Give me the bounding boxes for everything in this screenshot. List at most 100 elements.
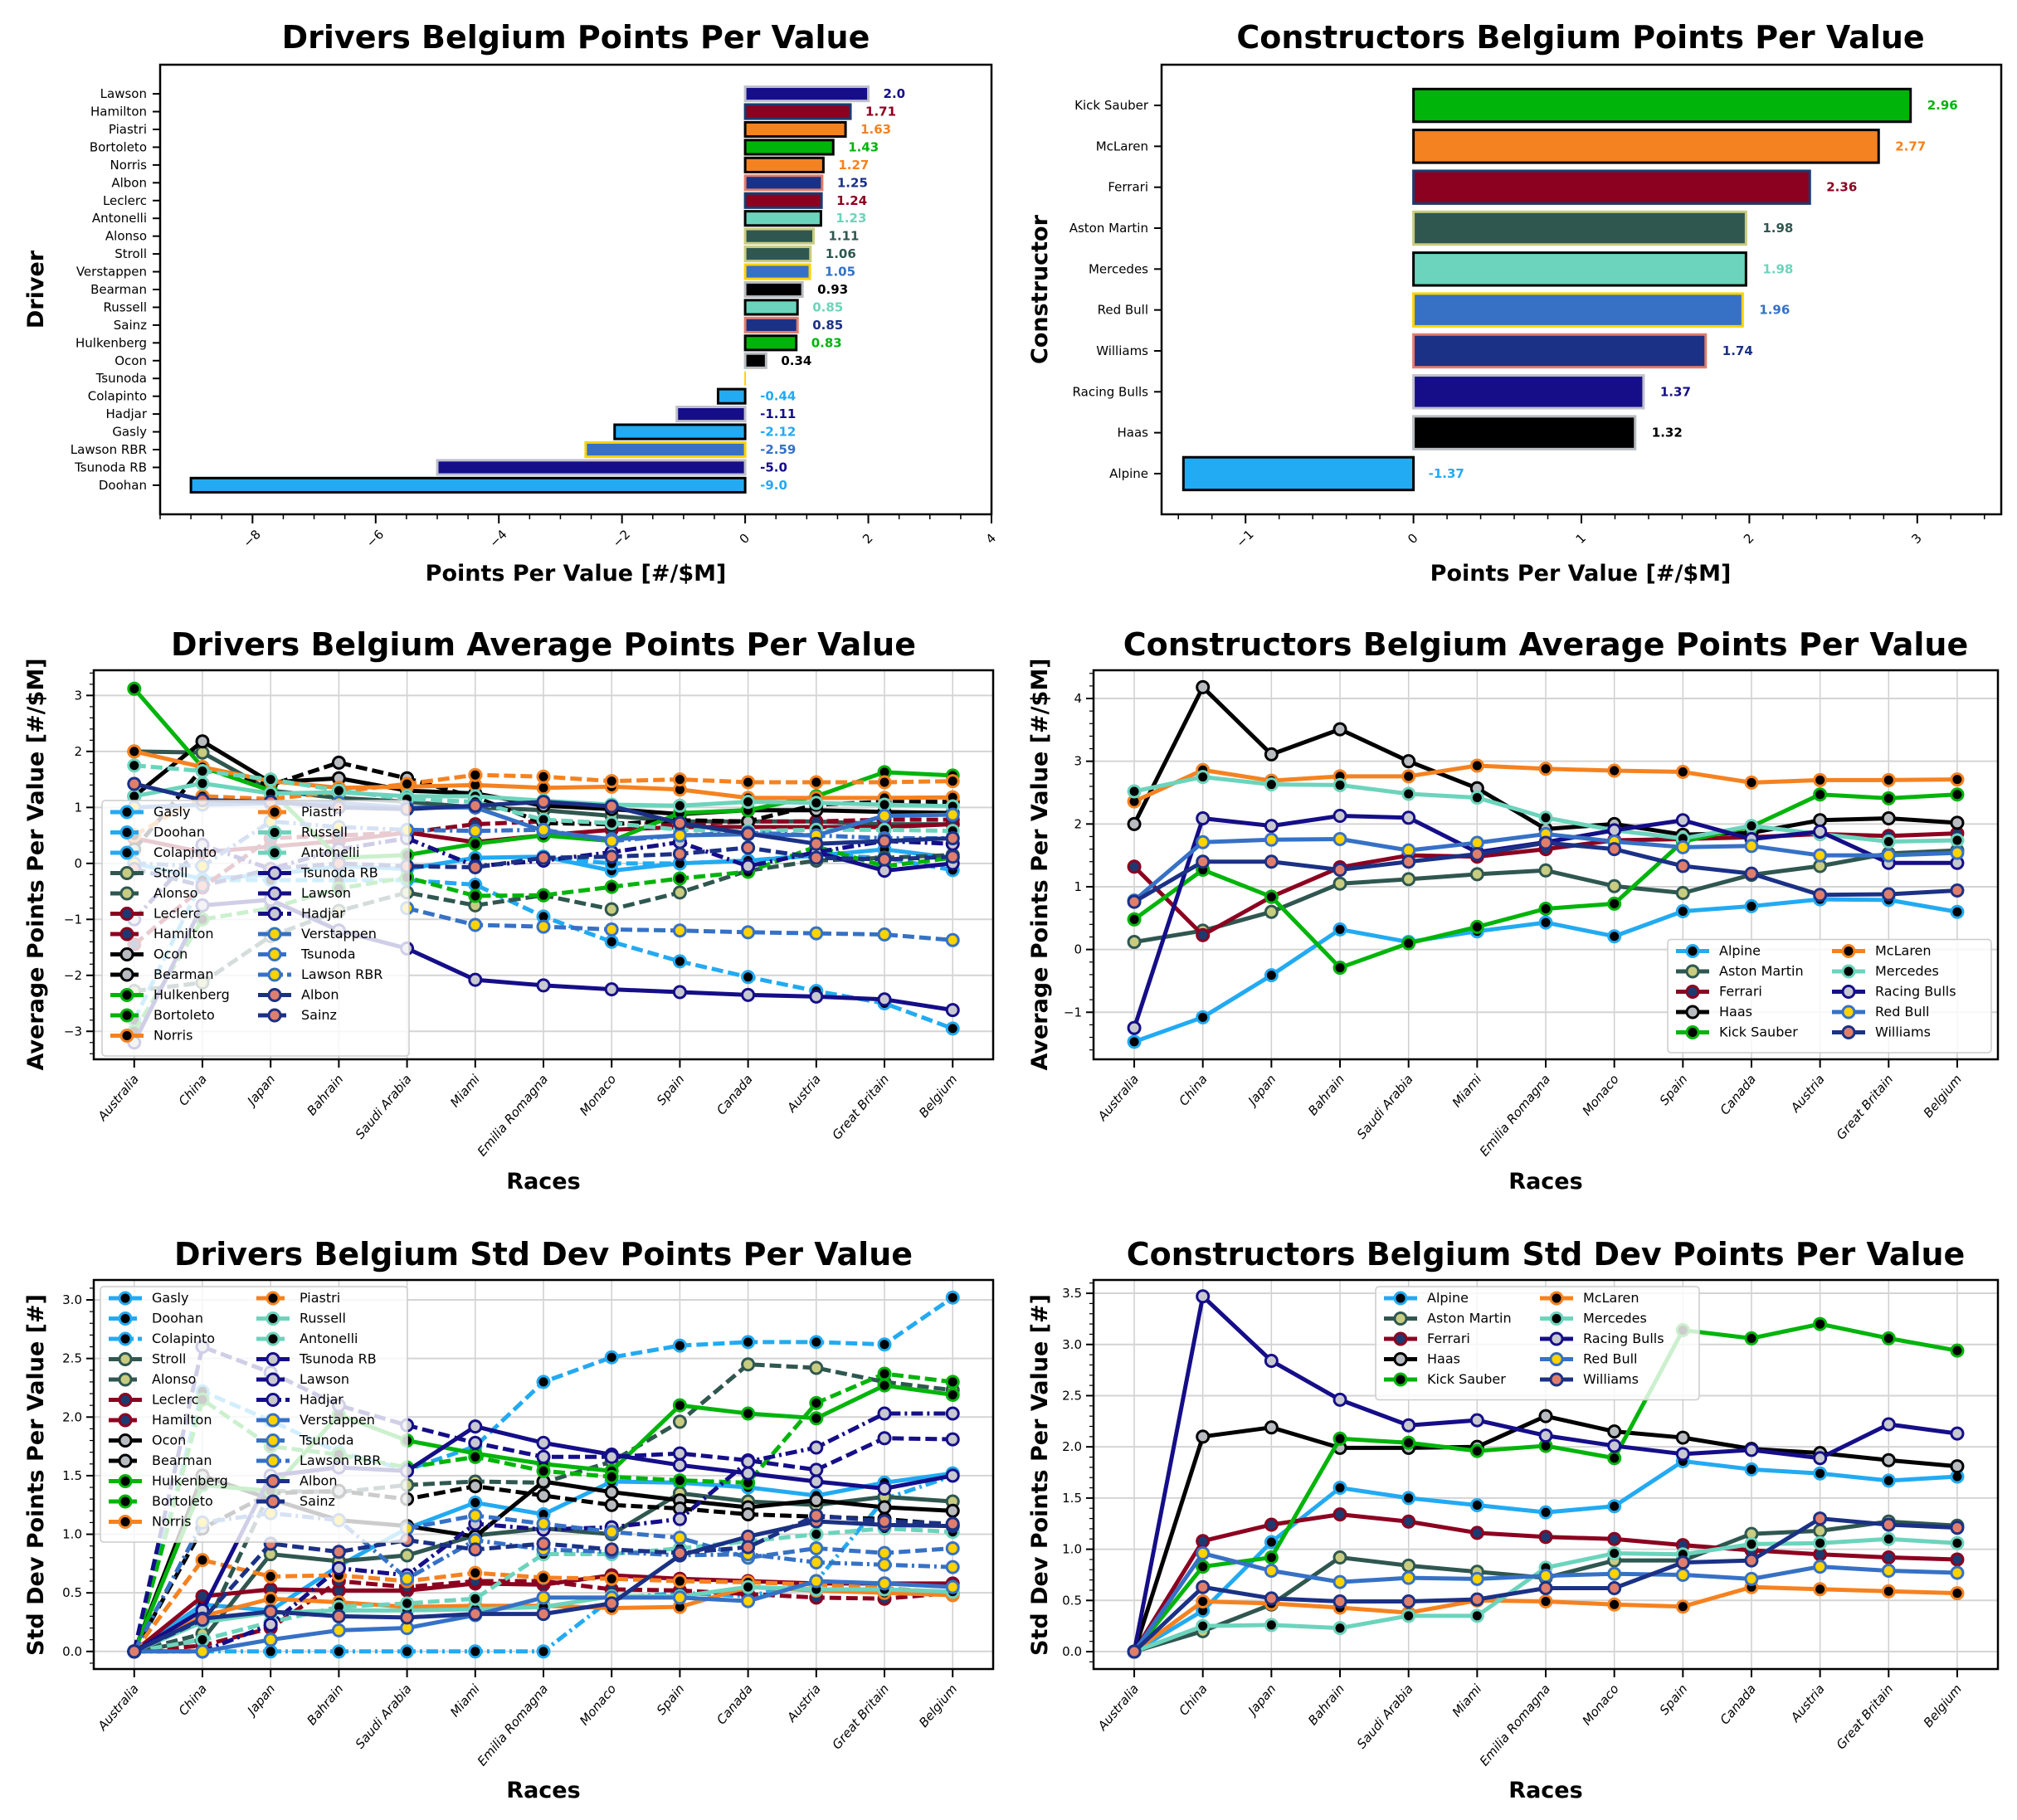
data-point: [1401, 769, 1416, 784]
data-point: [1127, 1034, 1142, 1049]
data-point: [331, 1561, 346, 1576]
legend-marker: [1685, 964, 1700, 979]
data-point: [1332, 1621, 1347, 1636]
y-tick-label: Tsunoda RB: [74, 460, 147, 474]
legend-marker: [118, 1291, 133, 1306]
data-point: [672, 1446, 687, 1461]
data-point: [1675, 1447, 1690, 1462]
y-tick-label: −3: [64, 1024, 82, 1039]
legend-item: Alpine: [1676, 943, 1761, 959]
data-point: [945, 1516, 960, 1531]
data-point: [1607, 842, 1622, 857]
data-point: [945, 1540, 960, 1555]
data-point: [1607, 1566, 1622, 1581]
data-point: [263, 1591, 278, 1606]
data-point: [536, 1536, 551, 1551]
data-point: [741, 987, 756, 1002]
chart-title: Constructors Belgium Points Per Value: [1236, 19, 1924, 56]
data-point: [1264, 1591, 1279, 1606]
bar: [1412, 169, 1811, 205]
legend-item: Ferrari: [1384, 1331, 1470, 1346]
legend-marker: [118, 1352, 133, 1366]
data-point: [672, 846, 687, 861]
data-point: [468, 824, 483, 839]
legend-item: Racing Bulls: [1832, 984, 1956, 1000]
legend-marker: [118, 1453, 133, 1468]
legend-marker: [118, 1393, 133, 1407]
legend-item: Piastri: [258, 804, 342, 820]
legend-item: Williams: [1832, 1024, 1931, 1040]
data-point: [1401, 1608, 1416, 1623]
data-point: [1469, 758, 1484, 773]
data-point: [1813, 1316, 1828, 1331]
data-point: [809, 836, 824, 851]
data-point: [1538, 810, 1553, 825]
data-point: [1881, 887, 1896, 902]
data-label: 1.96: [1759, 303, 1790, 318]
x-axis-label: Points Per Value [#/$M]: [426, 561, 727, 586]
data-point: [127, 681, 142, 696]
data-point: [331, 783, 346, 798]
legend-label: Tsunoda: [299, 1433, 354, 1448]
data-point: [1881, 1550, 1896, 1565]
data-point: [1401, 1594, 1416, 1609]
legend-marker: [119, 907, 134, 921]
data-point: [741, 1406, 756, 1421]
legend-item: Bortoleto: [110, 1007, 215, 1023]
data-point: [1675, 765, 1690, 780]
legend-item: Tsunoda RB: [256, 1351, 377, 1367]
data-point: [1675, 1430, 1690, 1445]
data-point: [1469, 835, 1484, 850]
x-axis-label: Races: [1508, 1169, 1582, 1195]
data-point: [945, 1468, 960, 1483]
legend-box: [101, 800, 410, 1057]
data-point: [1538, 1569, 1553, 1584]
data-point: [1881, 1584, 1896, 1599]
data-point: [1950, 833, 1965, 848]
legend-label: Colapinto: [153, 844, 217, 860]
data-point: [1950, 883, 1965, 898]
data-point: [1332, 1392, 1347, 1407]
legend-item: Leclerc: [109, 1392, 199, 1408]
data-point: [1264, 1354, 1279, 1369]
data-point: [1196, 1579, 1211, 1594]
legend-marker: [118, 1494, 133, 1509]
data-point: [672, 1545, 687, 1560]
data-point: [400, 776, 415, 791]
bar: [743, 103, 852, 120]
bar: [743, 210, 822, 227]
data-point: [672, 1574, 687, 1589]
data-point: [741, 795, 756, 810]
drivers-points-per-value-chart: Drivers Belgium Points Per Value Points …: [23, 19, 999, 586]
bar: [743, 120, 847, 139]
data-point: [945, 849, 960, 864]
data-point: [1264, 904, 1279, 919]
data-point: [536, 1590, 551, 1605]
data-point: [604, 834, 619, 849]
data-label: -0.44: [760, 389, 796, 404]
data-point: [1607, 1451, 1622, 1466]
data-point: [809, 926, 824, 941]
legend-item: Hamilton: [110, 926, 214, 942]
data-point: [877, 1557, 892, 1572]
data-point: [127, 758, 142, 773]
data-point: [1744, 819, 1759, 834]
data-point: [536, 1449, 551, 1464]
legend-marker: [118, 1331, 133, 1346]
legend-marker: [119, 1029, 134, 1043]
axes-frame: [1160, 63, 2003, 516]
data-point: [468, 1419, 483, 1434]
y-tick-label: 3.5: [1062, 1286, 1082, 1301]
data-point: [877, 1378, 892, 1393]
legend-label: Gasly: [152, 1290, 188, 1306]
bar: [743, 139, 835, 156]
data-point: [1675, 813, 1690, 828]
data-point: [1675, 903, 1690, 918]
data-point: [263, 772, 278, 787]
data-point: [1881, 772, 1896, 787]
data-label: 0.83: [811, 335, 842, 350]
legend-item: Lawson RBR: [258, 966, 382, 982]
data-point: [536, 1435, 551, 1450]
